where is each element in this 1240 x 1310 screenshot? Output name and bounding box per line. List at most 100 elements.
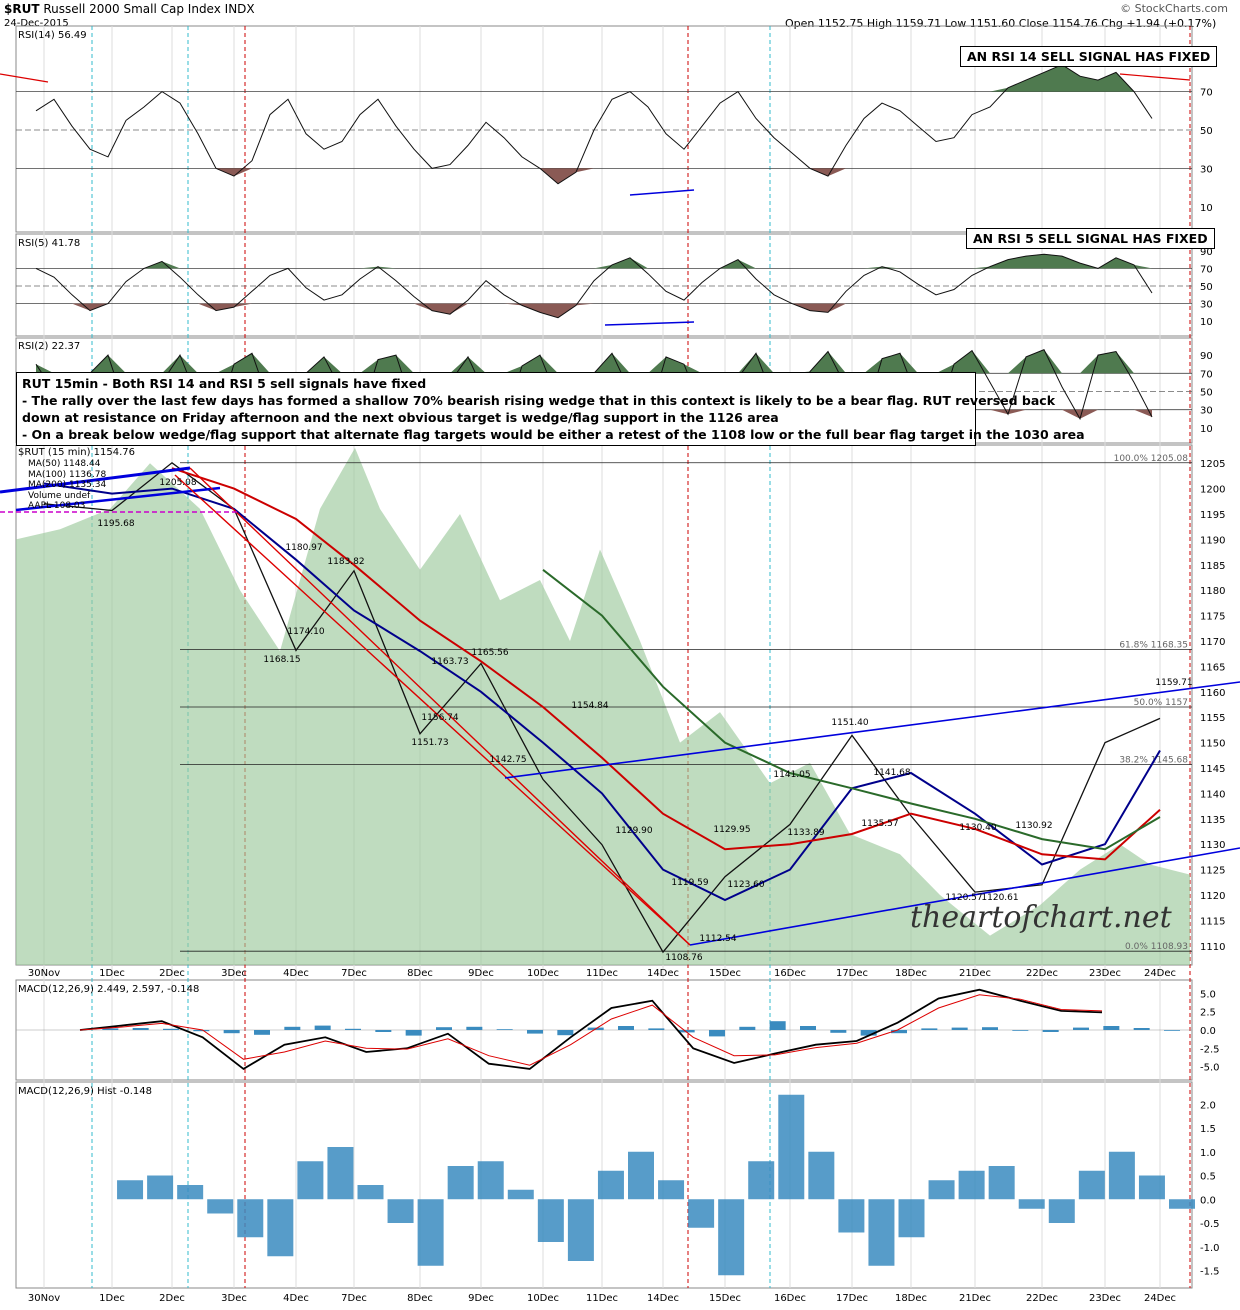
hist-bar — [928, 1180, 955, 1200]
price-point-label: 1151.40 — [831, 718, 868, 728]
macd-label: MACD(12,26,9) 2.449, 2.597, -0.148 — [18, 984, 200, 995]
hist-bar — [267, 1199, 294, 1257]
price-tick: 1170 — [1200, 637, 1225, 648]
rsi-overbought-fill — [180, 355, 198, 374]
rsi-overbought-fill — [522, 355, 540, 374]
rsi-overbought-fill — [1008, 80, 1026, 92]
legend-ma100: MA(100) 1136.78 — [28, 469, 107, 480]
macd-mini-bar — [496, 1029, 513, 1030]
price-tick: 1110 — [1200, 942, 1225, 953]
note-line-2: down at resistance on Friday afternoon a… — [22, 410, 779, 425]
price-tick: 1180 — [1200, 586, 1225, 597]
price-point-label: 1154.84 — [571, 701, 608, 711]
symbol: $RUT — [4, 2, 40, 16]
rsi-overbought-fill — [162, 355, 180, 374]
hist-bar — [718, 1199, 745, 1276]
price-point-label: 1119.59 — [671, 878, 708, 888]
price-tick: 1205 — [1200, 459, 1225, 470]
price-point-label: 1133.89 — [787, 828, 824, 838]
price-tick: 1190 — [1200, 535, 1225, 546]
macd-mini-bar — [921, 1028, 938, 1030]
price-series-1 — [43, 482, 1161, 902]
x-tick-label-bottom: 14Dec — [647, 1293, 679, 1304]
hist-bar — [658, 1180, 685, 1200]
rsi-oversold-fill — [540, 303, 558, 318]
rsi5-support-arrow — [604, 321, 695, 326]
rsi-overbought-fill — [234, 353, 252, 374]
rsi-overbought-fill — [1080, 355, 1098, 374]
rsi-overbought-fill — [378, 266, 396, 269]
rsi-overbought-fill — [936, 364, 954, 374]
price-point-label: 1130.92 — [1015, 821, 1052, 831]
hist-tick: -0.5 — [1200, 1219, 1220, 1230]
macd-mini-bar — [163, 1028, 179, 1030]
x-tick-label: 22Dec — [1026, 968, 1058, 979]
chart-header: $RUT Russell 2000 Small Cap Index INDX — [4, 2, 255, 16]
price-tick: 1135 — [1200, 815, 1225, 826]
rsi-oversold-fill — [72, 303, 90, 311]
legend-ma200: MA(200) 1135.34 — [28, 480, 107, 490]
hist-tick: -1.0 — [1200, 1243, 1220, 1254]
ohlc-readout: Open 1152.75 High 1159.71 Low 1151.60 Cl… — [785, 17, 1217, 30]
hist-bar — [507, 1189, 534, 1200]
rsi-oversold-fill — [576, 168, 594, 173]
rsi-overbought-fill — [828, 351, 846, 374]
note-title: RUT 15min - Both RSI 14 and RSI 5 sell s… — [22, 376, 427, 391]
price-tick: 1200 — [1200, 485, 1225, 496]
rsi-overbought-fill — [738, 259, 756, 269]
price-point-label: 1141.05 — [773, 770, 810, 780]
price-point-label: 1174.10 — [287, 627, 324, 637]
rsi-tick: 70 — [1200, 369, 1213, 380]
rsi-tick: 70 — [1200, 264, 1213, 275]
rsi5-label: RSI(5) 41.78 — [18, 238, 81, 249]
hist-tick: 2.0 — [1200, 1100, 1216, 1111]
price-tick: 1145 — [1200, 764, 1225, 775]
macd-mini-bar — [891, 1030, 907, 1034]
x-tick-label: 3Dec — [221, 968, 247, 979]
rsi-overbought-fill — [990, 87, 1008, 92]
rsi-oversold-fill — [990, 409, 1008, 415]
hist-bar — [117, 1180, 144, 1200]
price-tick: 1195 — [1200, 510, 1225, 521]
rsi-oversold-fill — [432, 303, 450, 315]
macd-mini-bar — [527, 1030, 543, 1034]
hist-bar — [477, 1161, 504, 1200]
chart-date: 24-Dec-2015 — [4, 18, 69, 29]
price-tick: 1150 — [1200, 739, 1225, 750]
rsi-overbought-fill — [1080, 76, 1098, 92]
legend-volume: Volume undef — [28, 490, 91, 501]
x-tick-label-bottom: 9Dec — [468, 1293, 494, 1304]
hist-bar — [748, 1161, 775, 1200]
price-point-label: 1112.54 — [699, 934, 736, 944]
price-title: $RUT (15 min) 1154.76 — [18, 447, 136, 458]
hist-bar — [628, 1151, 654, 1200]
rsi-overbought-fill — [1044, 64, 1062, 92]
rsi-overbought-fill — [1044, 254, 1062, 269]
x-tick-label: 4Dec — [283, 968, 309, 979]
macd-mini-bar — [466, 1026, 483, 1030]
macd-mini-bar — [709, 1030, 725, 1037]
x-tick-label-bottom: 10Dec — [527, 1293, 559, 1304]
rsi-oversold-fill — [828, 303, 846, 313]
price-point-label: 1205.08 — [159, 478, 196, 488]
x-tick-label-bottom: 3Dec — [221, 1293, 247, 1304]
rsi-tick: 50 — [1200, 282, 1213, 293]
hist-label: MACD(12,26,9) Hist -0.148 — [18, 1086, 152, 1097]
x-tick-label: 8Dec — [407, 968, 433, 979]
macd-tick: -5.0 — [1200, 1063, 1220, 1074]
rsi-overbought-fill — [738, 353, 756, 374]
stockcharts-logo: © StockCharts.com — [1120, 2, 1228, 15]
hist-tick: 1.5 — [1200, 1124, 1216, 1135]
rsi-tick: 70 — [1200, 88, 1213, 99]
rsi-oversold-fill — [234, 168, 252, 177]
rsi-overbought-fill — [612, 257, 630, 269]
rsi-line — [35, 253, 1153, 319]
x-tick-label: 30Nov — [28, 968, 60, 979]
x-tick-label: 14Dec — [647, 968, 679, 979]
trend-line — [504, 681, 1240, 779]
rsi-oversold-fill — [828, 168, 846, 177]
hist-bar — [988, 1166, 1015, 1200]
rsi-tick: 30 — [1200, 406, 1213, 417]
hist-bar — [177, 1185, 204, 1200]
price-tick: 1185 — [1200, 561, 1225, 572]
